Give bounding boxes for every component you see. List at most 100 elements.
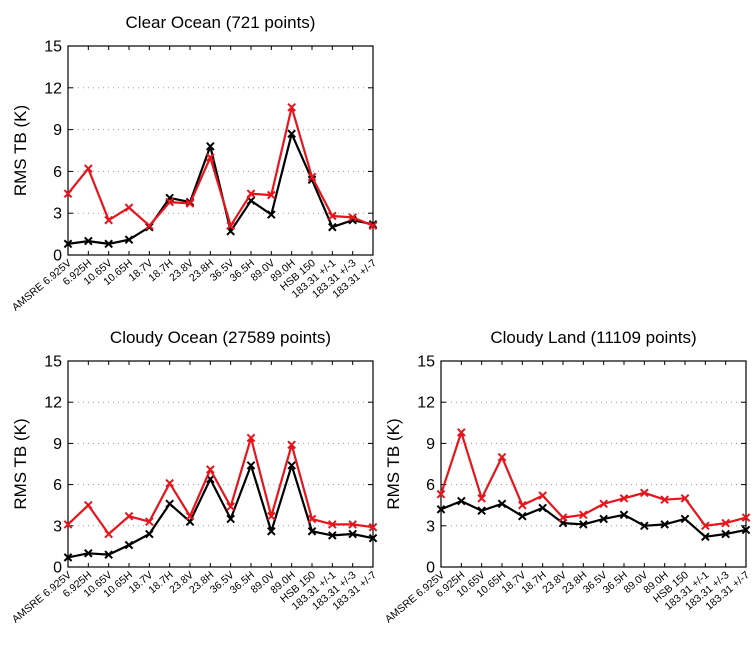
data-point-marker [348,520,357,529]
data-point-marker [104,215,113,225]
data-point-marker [328,211,337,221]
data-point-marker [267,511,276,521]
data-point-marker [328,222,337,232]
chart-title: Cloudy Ocean (27589 points) [110,328,331,347]
data-point-marker [124,203,134,212]
y-tick-label: 9 [53,436,62,453]
y-axis-label: RMS TB (K) [11,418,30,509]
chart-panel-2: Cloudy Ocean (27589 points) RMS TB (K) 0 3 6… [10,328,379,626]
data-point-marker [640,521,649,531]
series-line [439,431,747,527]
y-tick-label: 6 [426,477,435,494]
data-point-marker [246,189,256,199]
data-point-marker [63,189,73,199]
data-point-marker [287,129,296,139]
chart-panel-1: Clear Ocean (721 points) RMS TB (K) 0 3 6 9 12… [10,13,379,314]
y-tick-label: 0 [53,560,62,577]
data-point-marker [660,520,669,529]
data-point-marker [497,499,507,509]
data-point-marker [145,221,154,231]
y-tick-label: 15 [44,354,62,371]
data-point-marker [185,199,195,208]
y-axis-label: RMS TB (K) [384,418,403,509]
series-line [67,106,374,227]
data-point-marker [701,532,710,542]
y-tick-label: 12 [44,395,62,412]
chart-panel-3: Cloudy Land (11109 points) RMS TB (K) 0 3 6 9… [383,328,752,626]
chart-title: Clear Ocean (721 points) [126,13,316,32]
data-point-marker [721,518,730,528]
data-point-marker [84,236,93,246]
data-point-marker [328,520,337,529]
data-point-marker [436,489,446,499]
data-point-marker [477,494,486,503]
data-point-marker [165,197,174,207]
series-line [440,500,747,538]
data-point-marker [124,235,134,244]
data-point-marker [660,495,669,505]
data-point-marker [538,503,547,513]
data-point-marker [185,511,195,521]
data-point-marker [436,505,446,514]
y-tick-label: 15 [44,39,62,56]
data-point-marker [348,213,357,222]
data-point-marker [680,514,690,524]
data-point-marker [368,522,378,532]
data-point-marker [619,494,629,503]
x-tick-label: AMSRE 6.925V [10,569,74,625]
data-point-marker [477,506,486,516]
series-black [63,461,378,562]
data-point-marker [63,553,73,562]
data-point-marker [267,190,276,200]
axes-box [440,360,747,568]
data-point-marker [368,221,378,231]
data-point-marker [165,478,174,488]
data-point-marker [307,172,317,182]
data-point-marker [226,514,235,524]
series-black [436,496,751,542]
data-point-marker [307,526,317,536]
data-point-marker [267,210,276,219]
series-line [67,436,374,536]
y-tick-label: 0 [53,248,62,265]
data-point-marker [579,520,588,529]
y-tick-label: 3 [53,206,62,223]
data-point-marker [599,499,608,509]
data-point-marker [246,433,256,443]
data-point-marker [246,461,256,470]
series-red [63,433,378,539]
data-point-marker [599,514,608,524]
data-point-marker [145,517,154,526]
data-point-marker [206,153,215,162]
chart-title: Cloudy Land (11109 points) [490,328,696,347]
y-tick-label: 9 [426,436,435,453]
data-point-marker [206,142,215,151]
data-point-marker [307,514,317,524]
data-point-marker [518,511,527,521]
data-point-marker [348,529,357,539]
y-tick-label: 3 [53,518,62,535]
data-point-marker [84,164,93,173]
data-point-marker [457,428,466,437]
data-point-marker [84,500,93,510]
y-tick-label: 6 [53,164,62,181]
data-point-marker [165,499,174,509]
data-point-marker [206,465,215,474]
data-point-marker [104,529,113,539]
data-point-marker [680,494,690,503]
data-point-marker [619,510,629,520]
y-tick-label: 6 [53,477,62,494]
data-point-marker [145,529,154,539]
data-point-marker [84,548,93,558]
series-line [67,464,374,559]
data-point-marker [226,221,235,231]
data-point-marker [226,502,235,511]
data-point-marker [287,440,296,450]
data-point-marker [124,540,134,550]
data-point-marker [124,511,134,521]
y-tick-label: 15 [417,354,435,371]
data-point-marker [518,500,527,510]
data-point-marker [63,520,73,529]
data-point-marker [457,496,466,506]
